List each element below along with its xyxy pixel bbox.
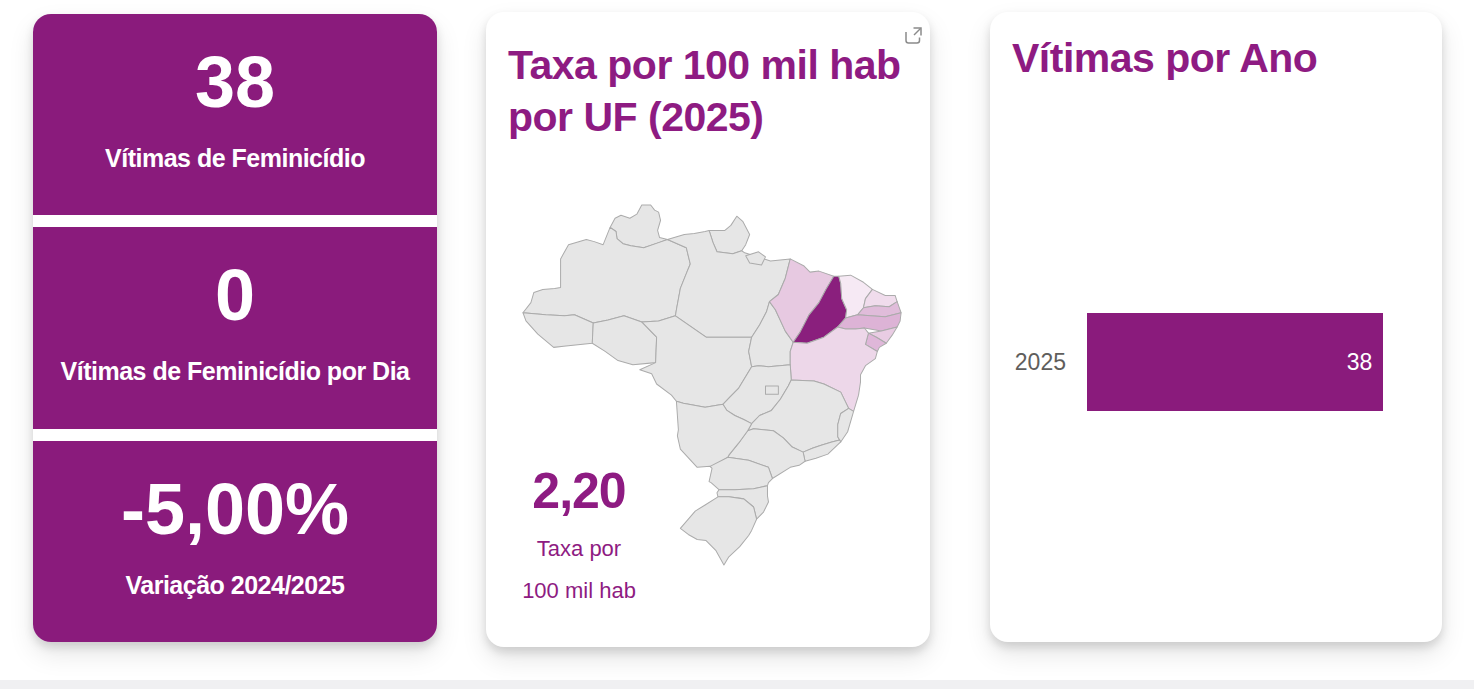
state-RS[interactable] (680, 497, 756, 565)
map-callout: 2,20 Taxa por 100 mil hab (494, 462, 664, 604)
bar-2025[interactable]: 38 (1087, 313, 1383, 411)
state-DF[interactable] (765, 386, 778, 394)
map-card-title-line2: por UF (2025) (508, 91, 901, 143)
map-callout-value: 2,20 (494, 462, 664, 520)
kpi-section-victims[interactable]: 38 Vítimas de Feminicídio (33, 14, 437, 215)
map-card: Taxa por 100 mil hab por UF (2025) (486, 12, 930, 647)
map-card-title: Taxa por 100 mil hab por UF (2025) (508, 39, 901, 143)
kpi-value-variation: -5,00% (121, 473, 349, 545)
kpi-label-victims: Vítimas de Feminicídio (105, 144, 365, 173)
state-AC[interactable] (523, 313, 593, 348)
bar-chart-card: Vítimas por Ano 2025 38 (990, 12, 1442, 642)
map-callout-label-line1: Taxa por (494, 536, 664, 562)
kpi-label-victims-per-day: Vítimas de Feminicídio por Dia (61, 357, 410, 386)
kpi-section-victims-per-day[interactable]: 0 Vítimas de Feminicídio por Dia (33, 227, 437, 428)
map-callout-label-line2: 100 mil hab (494, 578, 664, 604)
bar-card-title: Vítimas por Ano (1012, 32, 1317, 84)
bar-category-label: 2025 (990, 313, 1066, 411)
bottom-strip (0, 680, 1474, 689)
kpi-value-victims-per-day: 0 (215, 259, 255, 331)
open-in-focus-icon[interactable] (904, 26, 923, 45)
bar-value-label: 38 (1347, 313, 1373, 411)
bar-plot-area: 38 (1087, 313, 1438, 411)
kpi-label-variation: Variação 2024/2025 (126, 571, 345, 600)
state-AM[interactable] (523, 227, 690, 323)
kpi-card: 38 Vítimas de Feminicídio 0 Vítimas de F… (33, 14, 437, 642)
kpi-section-variation[interactable]: -5,00% Variação 2024/2025 (33, 441, 437, 642)
map-card-title-line1: Taxa por 100 mil hab (508, 39, 901, 91)
bar-row-2025: 2025 38 (990, 313, 1442, 411)
kpi-value-victims: 38 (195, 46, 275, 118)
